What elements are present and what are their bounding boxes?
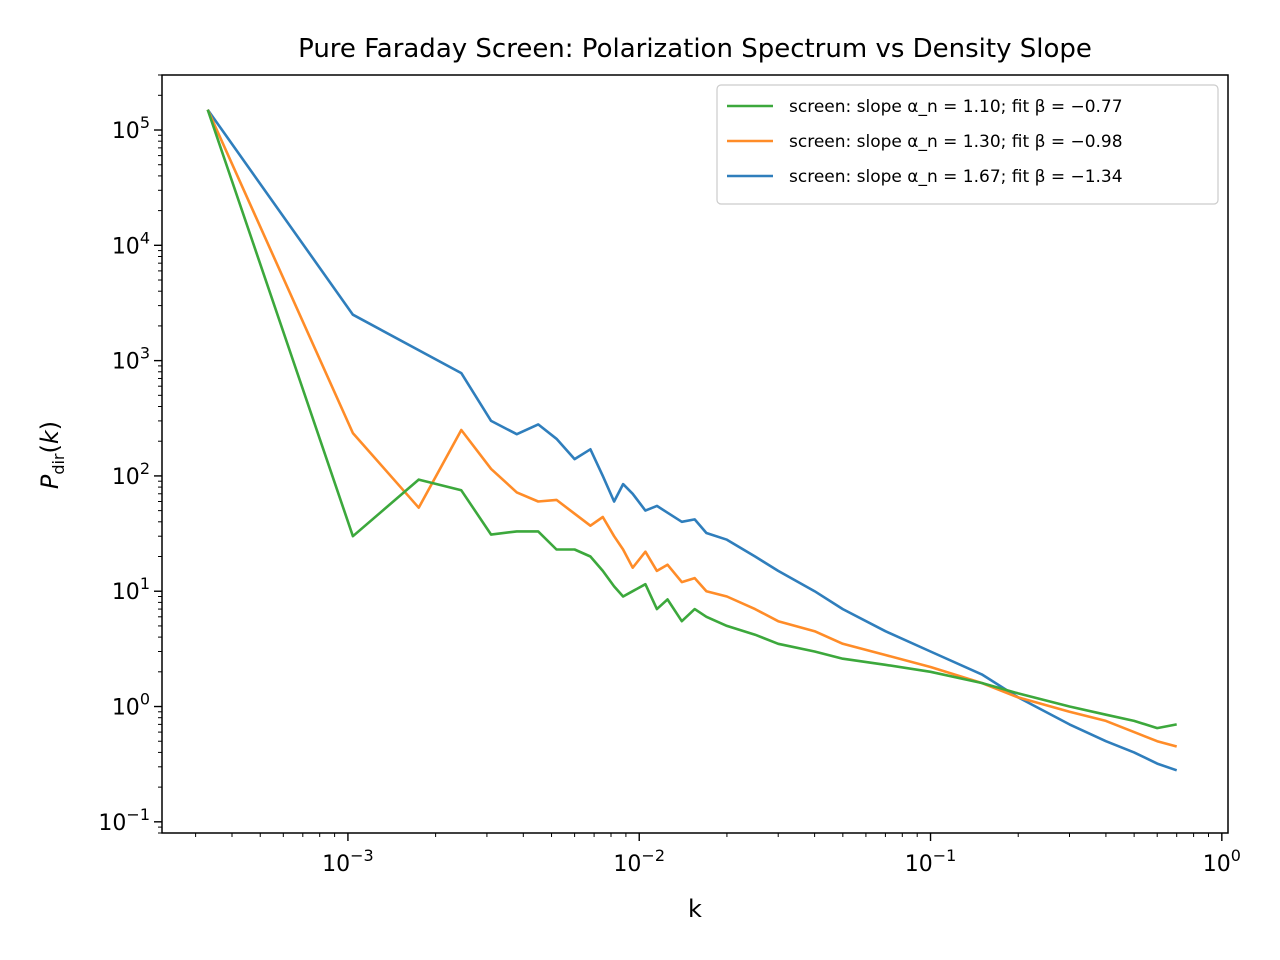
chart-title: Pure Faraday Screen: Polarization Spectr… — [298, 34, 1092, 64]
y-tick-label: 10−1 — [98, 805, 150, 836]
plot-frame — [161, 74, 1229, 834]
y-tick-label: 104 — [112, 228, 150, 259]
legend: screen: slope α_n = 1.10; fit β = −0.77 s… — [716, 84, 1219, 205]
series-line-0 — [206, 109, 1177, 730]
y-tick-label: 105 — [112, 113, 150, 144]
y-axis-label: Pdir(k) — [36, 421, 68, 489]
x-tick-label: 100 — [1203, 846, 1241, 877]
y-tick-label: 100 — [112, 690, 150, 721]
y-tick-label: 102 — [112, 459, 150, 490]
x-tick-label: 10−1 — [905, 846, 957, 877]
ticks-layer: 10−3 10−2 10−1 100 10−1 100 101 102 103 104 105 — [98, 74, 1241, 877]
x-tick-label: 10−2 — [613, 846, 665, 877]
series-line-1 — [206, 109, 1178, 748]
y-tick-label: 101 — [112, 574, 150, 605]
series-layer — [206, 108, 1178, 772]
x-axis-label: k — [688, 895, 702, 923]
legend-box — [716, 84, 1219, 205]
legend-label-1: screen: slope α_n = 1.30; fit β = −0.98 — [789, 132, 1123, 152]
legend-label-2: screen: slope α_n = 1.67; fit β = −1.34 — [789, 167, 1123, 187]
y-tick-label: 103 — [112, 344, 150, 375]
series-line-2 — [206, 108, 1178, 772]
x-tick-label: 10−3 — [322, 846, 374, 877]
legend-label-0: screen: slope α_n = 1.10; fit β = −0.77 — [789, 97, 1123, 117]
